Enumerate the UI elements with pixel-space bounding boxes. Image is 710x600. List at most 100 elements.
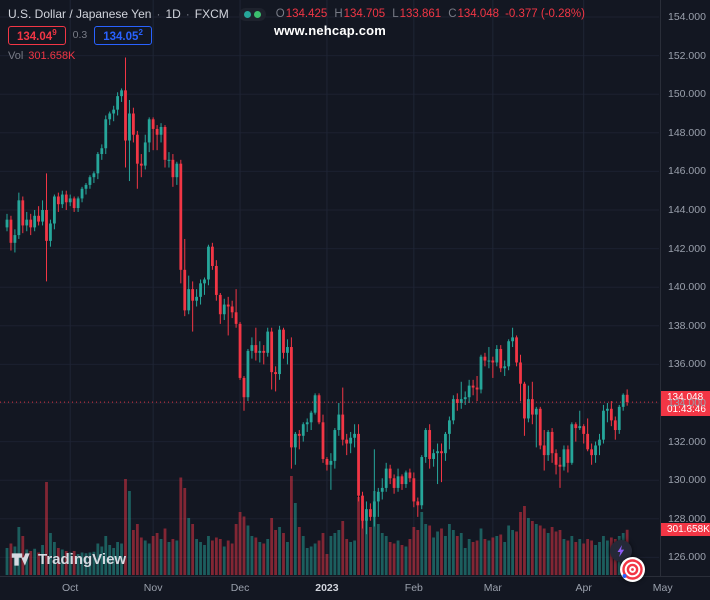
candle-body (179, 163, 183, 270)
time-axis-label: Feb (404, 582, 423, 594)
price-axis-label: 144.000 (668, 204, 706, 216)
bullseye-button[interactable] (620, 557, 645, 582)
time-axis[interactable]: Oct Nov Dec 2023 Feb Mar Apr May (0, 576, 710, 600)
candle-body (404, 472, 408, 485)
volume-bar (278, 527, 281, 575)
volume-bar (515, 531, 518, 575)
candle-body (128, 113, 131, 141)
candle-body (207, 246, 210, 280)
candle-body (602, 410, 605, 440)
exchange-label[interactable]: FXCM (194, 7, 229, 21)
price-axis-label: 146.000 (668, 165, 706, 178)
volume-bar (329, 536, 333, 575)
volume-bar (21, 536, 25, 575)
high-label: H (334, 8, 343, 20)
candle-body (353, 433, 356, 438)
candle-body (586, 433, 590, 450)
sell-price: 134.04 (17, 30, 53, 43)
volume-bar (191, 524, 195, 575)
time-axis-label: Nov (143, 582, 163, 594)
price-axis-label: 130.000 (668, 474, 706, 487)
market-status-icon[interactable] (238, 7, 266, 21)
volume-bar (582, 543, 586, 575)
quick-order-button[interactable] (610, 540, 632, 562)
volume-bar (175, 540, 179, 575)
candle-body (250, 345, 254, 351)
volume-bar (546, 533, 550, 575)
volume-bar (511, 530, 514, 575)
candle-body (76, 198, 80, 209)
candle-body (5, 219, 9, 228)
candle-body (222, 304, 226, 315)
open-value: 134.425 (285, 8, 328, 20)
volume-bar (345, 539, 349, 575)
candle-body (68, 198, 72, 203)
volume-bar (128, 491, 131, 575)
candle-body (361, 495, 364, 521)
volume-bar (64, 551, 68, 575)
volume-bar (554, 531, 558, 575)
volume-bar (420, 512, 424, 575)
sell-button[interactable]: 134.049 (8, 26, 66, 45)
candle-body (33, 215, 37, 228)
low-value: 133.861 (399, 8, 442, 20)
price-axis-label: 126.000 (668, 551, 706, 564)
volume-bar (309, 546, 313, 575)
volume-bar (282, 533, 285, 575)
volume-bar (361, 506, 364, 575)
candle-body (230, 306, 234, 313)
symbol-legend: U.S. Dollar / Japanese Yen · 1D · FXCM O… (8, 7, 585, 62)
candle-body (416, 501, 420, 506)
candle-body (155, 128, 159, 135)
candle-body (467, 385, 471, 398)
volume-label: Vol (8, 49, 24, 62)
volume-bar (195, 539, 198, 575)
buy-button[interactable]: 134.052 (94, 26, 152, 45)
tradingview-logo[interactable]: TradingView (10, 549, 126, 570)
candle-body (357, 433, 360, 496)
volume-bar (451, 530, 455, 575)
status-dot-icon (253, 10, 261, 18)
volume-badge: 301.658K (661, 522, 710, 537)
volume-bar (598, 542, 601, 575)
high-value: 134.705 (343, 8, 386, 20)
volume-bar (80, 552, 84, 575)
candle-body (108, 113, 112, 120)
candle-body (534, 408, 538, 415)
volume-bar (606, 540, 609, 575)
volume-bar (487, 540, 491, 575)
volume-bar (448, 524, 451, 575)
candle-body (139, 163, 143, 166)
symbol-title[interactable]: U.S. Dollar / Japanese Yen (8, 7, 152, 21)
volume-bar (262, 543, 266, 575)
volume-bar (207, 536, 210, 575)
volume-bar (341, 521, 345, 575)
interval-label[interactable]: 1D (165, 7, 181, 21)
volume-bar (250, 536, 254, 575)
time-axis-label: May (652, 582, 673, 594)
candle-body (519, 362, 522, 384)
volume-bar (475, 540, 479, 575)
volume-bar (408, 539, 412, 575)
volume-bar (550, 527, 554, 575)
candle-body (542, 445, 546, 456)
volume-bar (266, 539, 270, 575)
status-dot-icon (243, 10, 251, 18)
candle-body (341, 414, 345, 440)
bar-countdown: 01:43:46 (667, 403, 706, 415)
volume-bar (49, 533, 52, 575)
candle-body (278, 329, 281, 375)
candle-body (124, 90, 127, 141)
volume-bar (357, 497, 360, 575)
candle-body (515, 337, 518, 363)
volume-bar (76, 554, 80, 575)
symbol-title-row: U.S. Dollar / Japanese Yen · 1D · FXCM O… (8, 7, 585, 21)
volume-bar (151, 536, 155, 575)
volume-bar (317, 540, 321, 575)
candle-body (396, 476, 400, 488)
volume-bar (9, 543, 13, 575)
low-label: L (392, 8, 399, 20)
price-axis[interactable]: 134.048 01:43:46 301.658K 154.000 152.000… (660, 0, 710, 576)
volume-bar (293, 503, 297, 575)
